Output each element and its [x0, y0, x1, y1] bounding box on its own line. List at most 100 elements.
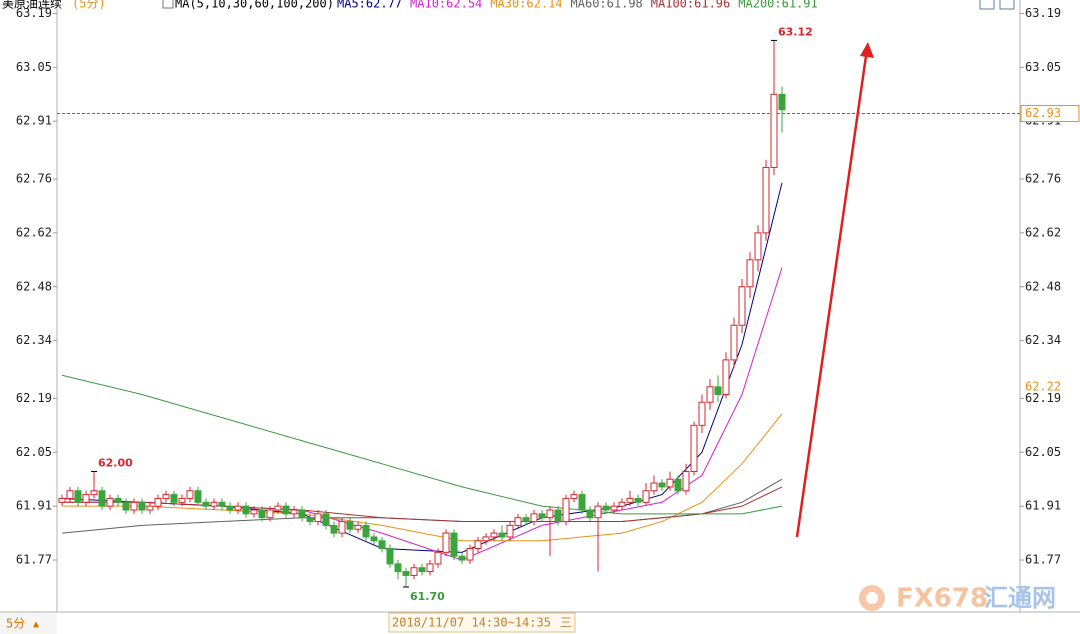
arrow-head [860, 42, 874, 58]
candle-body [650, 482, 658, 492]
legend-entry: MA30:62.14 [490, 0, 562, 11]
candle-body [362, 524, 370, 538]
candle-body [186, 490, 194, 499]
time-box [388, 612, 576, 633]
candle-body [274, 505, 282, 511]
candle-body [354, 524, 362, 530]
footer-weekday: 三 [560, 616, 572, 630]
y-tick-label-right: 62.34 [1025, 333, 1061, 347]
candle-body [770, 93, 778, 168]
candle-body [730, 324, 738, 361]
candle-body [266, 509, 274, 519]
candle-body [282, 505, 290, 515]
y-tick-label: 62.48 [16, 279, 52, 293]
candle-body [602, 505, 610, 511]
candle-body [402, 571, 410, 576]
period: (5分) [72, 0, 106, 11]
candle-body [594, 505, 602, 519]
y-tick-label-right: 61.91 [1025, 499, 1061, 513]
candle-body [394, 563, 402, 573]
candle-body [498, 532, 506, 538]
price-box [1020, 105, 1080, 123]
candle-body [618, 501, 626, 507]
candle-body [234, 505, 242, 511]
candle-body [626, 497, 634, 503]
candle-body [546, 509, 554, 519]
candle-body [570, 494, 578, 499]
candle-body [250, 509, 258, 515]
candle-body [258, 509, 266, 519]
candle-body [434, 551, 442, 565]
legend-entry: MA60:61.98 [571, 0, 643, 11]
candle-body [474, 540, 482, 549]
y-tick-label-right: 63.05 [1025, 60, 1061, 74]
candle-body [562, 497, 570, 523]
candle-body [290, 509, 298, 515]
candle-body [58, 497, 66, 503]
candle-body [178, 497, 186, 503]
candle-body [490, 532, 498, 538]
candle-body [170, 494, 178, 503]
y-tick-label-right: 63.19 [1025, 6, 1061, 20]
candle-body [738, 286, 746, 326]
candle-body [458, 555, 466, 561]
candle-body [370, 536, 378, 542]
candle-body [226, 505, 234, 511]
candle-body [426, 563, 434, 573]
watermark-brand: FX678 [896, 584, 988, 614]
y-tick-label-right: 62.19 [1025, 391, 1061, 405]
candle-body [450, 532, 458, 557]
candle-body [242, 505, 250, 515]
footer-arrow: ▲ [33, 619, 39, 630]
candle-body [306, 517, 314, 523]
candle-body [330, 524, 338, 534]
y-tick-label: 62.19 [16, 391, 52, 405]
toolbar-button[interactable] [999, 0, 1015, 10]
y-tick-label: 62.91 [16, 114, 52, 128]
candle-body [682, 471, 690, 492]
legend-entry: MA200:61.91 [738, 0, 817, 11]
price-label: 62.22 [1025, 379, 1061, 393]
candle-body [194, 490, 202, 503]
annotation: 61.70 [410, 590, 445, 603]
footer-period: 5分 [6, 617, 25, 631]
trend-arrow [795, 42, 874, 538]
candle-body [66, 490, 74, 499]
y-tick-label-right: 62.62 [1025, 225, 1061, 239]
candle-body [386, 547, 394, 565]
candle-body [554, 509, 562, 523]
candle-body [410, 567, 418, 576]
candle-body [74, 490, 82, 503]
watermark-logo [866, 592, 878, 604]
candle-body [378, 540, 386, 549]
candle-body [122, 501, 130, 511]
y-tick-label: 63.19 [16, 6, 52, 20]
candle-body [722, 359, 730, 396]
candle-body [154, 497, 162, 507]
y-tick-label: 61.91 [16, 499, 52, 513]
candle-body [578, 494, 586, 511]
candle-body [666, 478, 674, 488]
candle-body [610, 505, 618, 511]
y-tick-label: 62.76 [16, 171, 52, 185]
candle-body [82, 494, 90, 503]
price-label: 62.93 [1025, 106, 1061, 120]
candle-body [522, 517, 530, 523]
candle-body [338, 521, 346, 534]
candle-body [346, 521, 354, 530]
candle-body [314, 513, 322, 523]
watermark: FX678 汇通网 [859, 584, 1056, 614]
legend-title: MA(5,10,30,60,100,200) [175, 0, 334, 11]
period-box[interactable] [0, 613, 57, 634]
candle-body [754, 232, 762, 261]
candle-body [138, 501, 146, 511]
y-tick-label-right: 62.05 [1025, 445, 1061, 459]
candle-body [514, 517, 522, 526]
legend-entry: MA5:62.77 [337, 0, 402, 11]
candle-body [146, 505, 154, 511]
ma-line [61, 374, 783, 515]
candle-body [162, 494, 170, 499]
toolbar-button[interactable] [979, 0, 995, 10]
legend-entry: MA10:62.54 [410, 0, 482, 11]
